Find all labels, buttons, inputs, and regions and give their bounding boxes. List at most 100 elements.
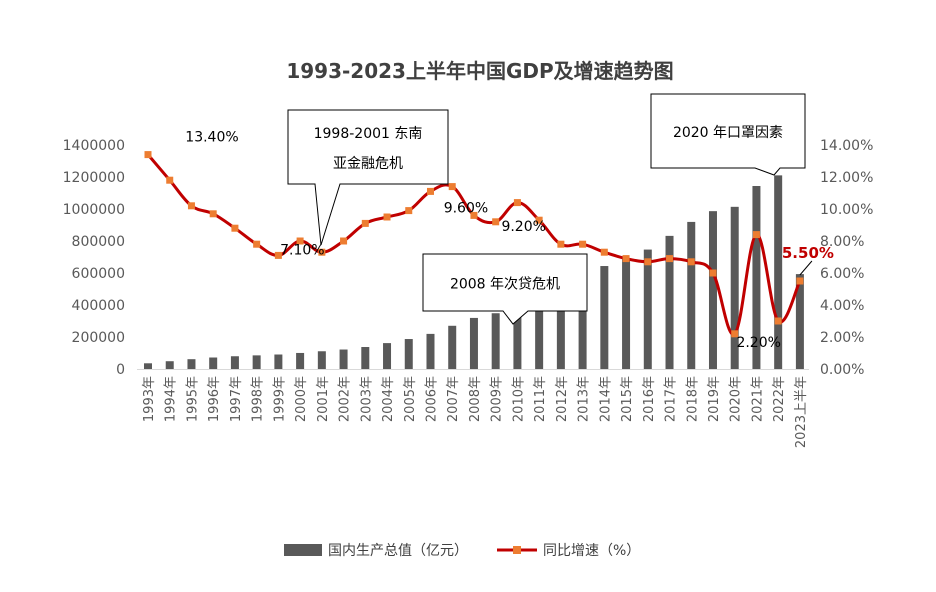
x-axis-tick-label: 2000年 <box>294 376 309 422</box>
gdp-bar <box>513 303 522 369</box>
data-label: 9.20% <box>501 219 545 235</box>
x-axis-tick-label: 1995年 <box>185 376 200 422</box>
x-axis-tick-label: 2006年 <box>424 376 439 422</box>
gdp-bar <box>230 356 239 369</box>
growth-marker <box>600 248 608 256</box>
right-axis-tick-label: 8.00% <box>820 234 864 250</box>
gdp-bar <box>469 317 478 369</box>
gdp-bar <box>643 249 652 369</box>
callout-text: 亚金融危机 <box>333 156 403 172</box>
x-axis-tick-label: 1996年 <box>207 376 222 422</box>
right-axis-tick-label: 12.00% <box>820 170 873 186</box>
callout-box <box>422 253 588 325</box>
growth-marker <box>470 211 478 219</box>
x-axis-tick-label: 1999年 <box>272 376 287 422</box>
x-axis-tick-label: 2005年 <box>403 376 418 422</box>
right-axis-tick-label: 10.00% <box>820 202 873 218</box>
callout-text: 1998-2001 东南 <box>314 126 423 142</box>
right-axis: 0.00% 2.00% 4.00% 6.00% 8.00% 10.00% 12.00% 14.… <box>820 138 873 378</box>
legend-bar-swatch <box>284 544 322 556</box>
data-labels: 13.40% 7.10% 9.60% 9.20% 2.20% 5.50% <box>185 130 834 351</box>
gdp-bar <box>187 359 196 369</box>
x-axis-tick-label: 1994年 <box>164 376 179 422</box>
x-axis-tick-label: 1993年 <box>142 376 157 422</box>
line-series <box>144 151 804 338</box>
right-axis-tick-label: 2.00% <box>820 330 864 346</box>
gdp-bar <box>665 235 674 369</box>
gdp-bar <box>752 186 761 369</box>
gdp-bar <box>730 206 739 369</box>
gdp-bar <box>144 363 152 369</box>
gdp-bar <box>165 361 174 369</box>
x-axis-tick-label: 2014年 <box>598 376 613 422</box>
x-axis-tick-label: 2009年 <box>490 376 505 422</box>
gdp-bar <box>361 347 370 369</box>
legend-line-label: 同比增速（%） <box>543 543 640 559</box>
growth-marker <box>383 213 391 221</box>
callout-text: 2020 年口罩因素 <box>673 125 783 141</box>
x-axis-tick-label: 2010年 <box>511 376 526 422</box>
growth-marker <box>361 219 369 227</box>
growth-marker <box>166 176 174 184</box>
chart-title: 1993-2023上半年中国GDP及增速趋势图 <box>286 59 673 83</box>
x-axis-tick-label: 2023上半年 <box>794 376 809 448</box>
x-axis-tick-label: 2022年 <box>772 376 787 422</box>
right-axis-tick-label: 14.00% <box>820 138 873 154</box>
gdp-bar <box>383 343 392 369</box>
gdp-bar <box>252 355 261 369</box>
left-axis-tick-label: 0 <box>116 362 125 378</box>
x-axis-tick-label: 2003年 <box>359 376 374 422</box>
gdp-bar <box>296 352 305 369</box>
growth-marker <box>666 255 674 263</box>
gdp-bar <box>209 357 218 369</box>
left-axis: 0 200000 400000 600000 800000 1000000 1200000 1… <box>63 138 125 378</box>
x-axis-tick-label: 2004年 <box>381 376 396 422</box>
gdp-bar <box>535 290 544 369</box>
gdp-bar <box>404 339 413 369</box>
x-axis-tick-label: 2013年 <box>577 376 592 422</box>
x-axis-tick-label: 2007年 <box>446 376 461 422</box>
gdp-bar <box>578 274 587 369</box>
right-axis-tick-label: 0.00% <box>820 362 864 378</box>
left-axis-tick-label: 200000 <box>72 330 125 346</box>
growth-marker <box>774 317 782 325</box>
gdp-bar <box>556 282 565 369</box>
growth-marker <box>535 216 543 224</box>
x-axis-tick-label: 2019年 <box>707 376 722 422</box>
growth-marker <box>796 277 804 285</box>
growth-marker <box>687 258 695 266</box>
gdp-bar <box>687 221 696 369</box>
x-axis: 1993年 1994年 1995年 1996年 1997年 1998年 1999年 2000年… <box>137 369 809 448</box>
bar-series <box>144 175 804 369</box>
growth-marker <box>622 255 630 263</box>
growth-marker <box>426 187 434 195</box>
growth-marker <box>340 237 348 245</box>
growth-marker <box>231 224 239 232</box>
left-axis-tick-label: 1000000 <box>63 202 125 218</box>
left-axis-tick-label: 1400000 <box>63 138 125 154</box>
growth-marker <box>492 218 500 226</box>
right-axis-tick-label: 6.00% <box>820 266 864 282</box>
legend: 国内生产总值（亿元） 同比增速（%） <box>284 543 640 559</box>
data-label-leader <box>799 260 813 276</box>
growth-marker <box>644 258 652 266</box>
left-axis-tick-label: 400000 <box>72 298 125 314</box>
growth-marker <box>752 231 760 239</box>
gdp-bar <box>339 349 348 369</box>
gdp-bar <box>491 313 500 369</box>
x-axis-tick-label: 2002年 <box>338 376 353 422</box>
x-axis-tick-label: 2008年 <box>468 376 483 422</box>
gdp-bar <box>448 325 457 369</box>
data-label: 2.20% <box>736 335 780 351</box>
x-axis-tick-label: 2015年 <box>620 376 635 422</box>
gdp-bar <box>622 258 631 369</box>
x-axis-tick-label: 1997年 <box>229 376 244 422</box>
gdp-bar <box>774 175 783 369</box>
x-axis-tick-label: 2011年 <box>533 376 548 422</box>
growth-marker <box>731 330 739 338</box>
data-label: 9.60% <box>444 200 488 216</box>
growth-marker <box>144 151 152 159</box>
growth-marker <box>187 202 195 210</box>
x-axis-tick-label: 2020年 <box>729 376 744 422</box>
